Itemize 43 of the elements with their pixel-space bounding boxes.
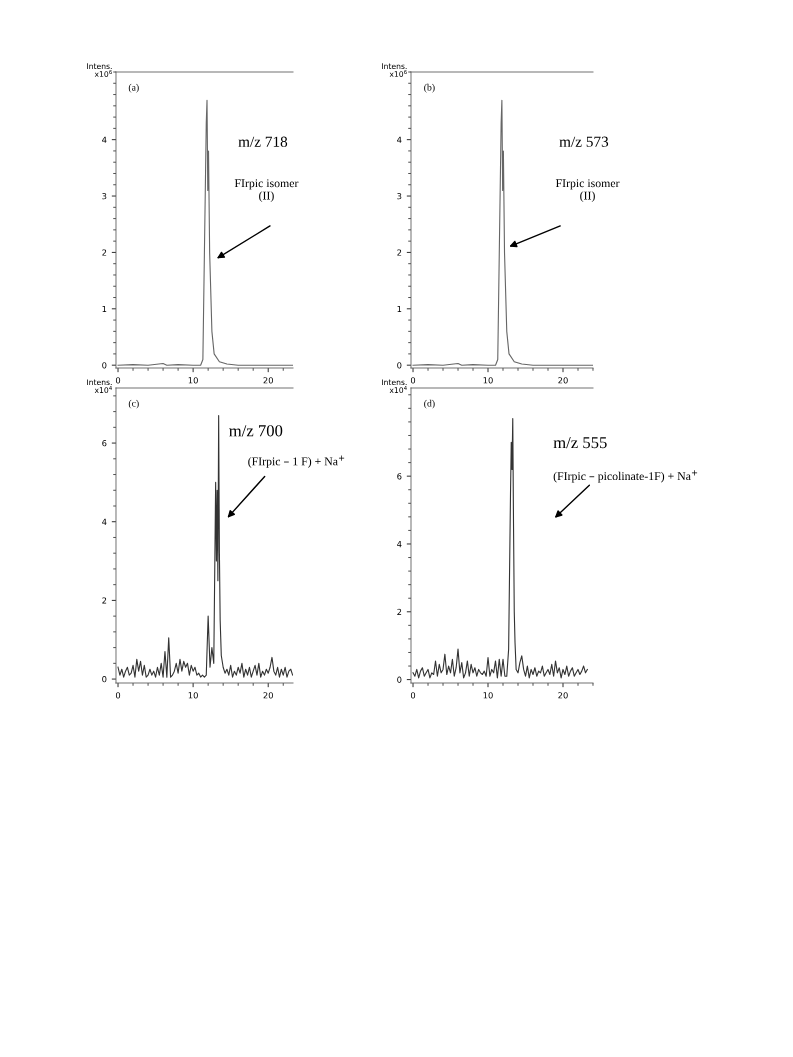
annotation: m/z 700 [229,425,283,437]
annotation: FIrpic isomer (II) [234,179,299,202]
y-tick-label: 4 [397,136,402,143]
x-tick-label: 0 [410,692,416,699]
y-tick-label: 4 [102,518,107,525]
x-tick-label: 20 [558,692,568,699]
x-tick-label: 0 [410,377,416,384]
y-tick-label: 3 [102,193,107,200]
y-tick-label: 4 [102,136,107,143]
y-tick-label: 2 [102,597,107,604]
annotation: (FIrpic – picolinate-1F) + Na$^{+}$ [553,470,698,483]
y-tick-label: 0 [397,676,402,683]
x-tick-label: 10 [483,692,493,699]
x-tick-label: 10 [483,377,493,384]
annotation: (d) [424,399,435,409]
annotation: (c) [128,399,139,409]
annotation: m/z 718 [238,136,288,147]
annotation: m/z 573 [559,136,609,147]
annotation: (b) [424,83,435,93]
annotation: m/z 555 [553,437,607,449]
y-tick-label: 2 [397,249,402,256]
y-tick-label: 6 [397,473,402,480]
x-tick-label: 20 [558,377,568,384]
y-tick-label: 4 [397,541,402,548]
y-tick-label: 1 [102,305,107,312]
x-tick-label: 20 [263,692,273,699]
y-tick-label: 0 [102,676,107,683]
x-tick-label: 10 [188,377,198,384]
y-tick-label: 2 [397,608,402,615]
line-series [117,414,293,678]
annotation: (a) [128,83,139,93]
x-tick-label: 20 [263,377,273,384]
annotation: (FIrpic – 1 F) + Na$^{+}$ [248,455,345,468]
x-tick-label: 0 [115,692,121,699]
annotation: FIrpic isomer (II) [555,179,620,202]
y-tick-label: 0 [102,362,107,369]
y-tick-label: 1 [397,305,402,312]
y-tick-label: 6 [102,440,107,447]
y-tick-label: 0 [397,362,402,369]
x-tick-label: 10 [188,692,198,699]
y-tick-label: 3 [397,193,402,200]
x-tick-label: 0 [115,377,121,384]
y-tick-label: 2 [102,249,107,256]
